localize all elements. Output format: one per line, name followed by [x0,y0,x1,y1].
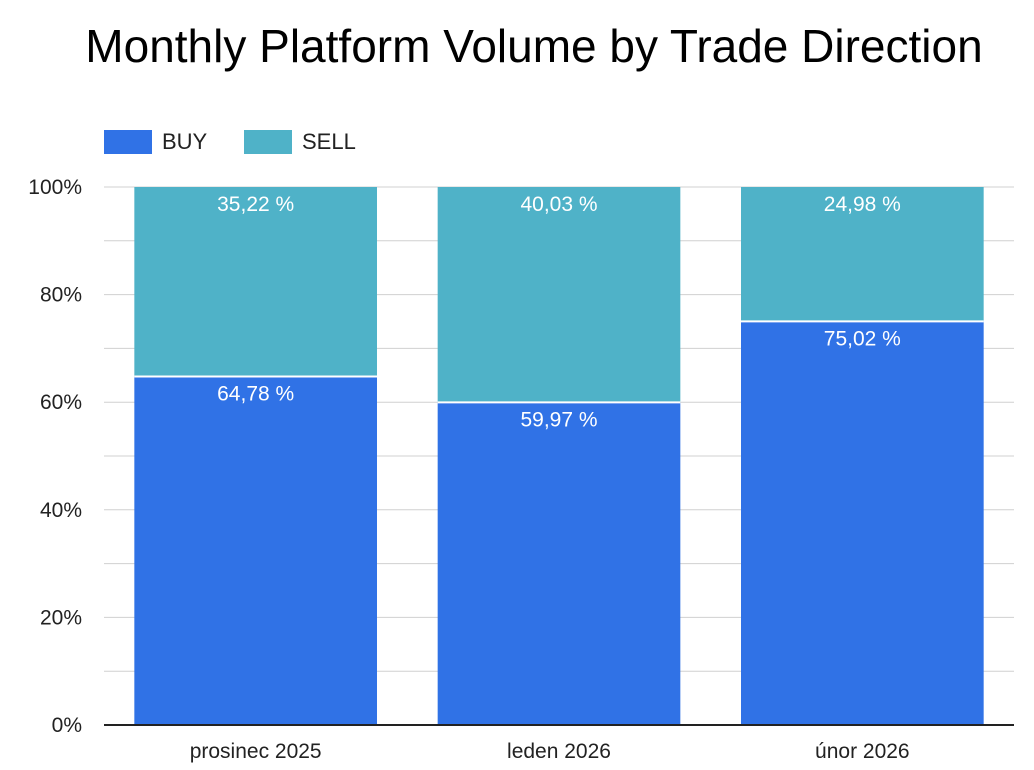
y-tick-label: 0% [52,714,82,737]
bars [134,187,984,725]
data-label-buy-1: 59,97 % [520,408,597,431]
legend-swatch-sell [244,130,292,154]
bar-buy-0 [134,376,377,725]
legend: BUY SELL [104,129,356,154]
chart-title: Monthly Platform Volume by Trade Directi… [85,20,982,72]
x-tick-label: prosinec 2025 [190,740,322,763]
data-label-sell-1: 40,03 % [520,193,597,216]
data-label-sell-0: 35,22 % [217,193,294,216]
data-label-buy-0: 64,78 % [217,382,294,405]
data-labels: 64,78 % 35,22 % 59,97 % 40,03 % 75,02 % 24,98… [217,193,901,431]
data-label-buy-2: 75,02 % [824,327,901,350]
x-tick-label: leden 2026 [507,740,611,763]
legend-label-sell: SELL [302,129,356,154]
y-tick-label: 20% [40,606,82,629]
legend-swatch-buy [104,130,152,154]
y-tick-label: 100% [28,176,82,199]
x-axis-ticks: prosinec 2025 leden 2026 únor 2026 [190,740,910,763]
y-tick-label: 40% [40,499,82,522]
data-label-sell-2: 24,98 % [824,193,901,216]
legend-item-sell: SELL [244,129,356,154]
bar-sell-0 [134,187,377,377]
legend-item-buy: BUY [104,129,208,154]
legend-label-buy: BUY [162,129,208,154]
y-tick-label: 80% [40,284,82,307]
y-tick-label: 60% [40,391,82,414]
bar-buy-2 [741,321,984,725]
x-tick-label: únor 2026 [815,740,910,763]
bar-sell-1 [437,187,681,403]
bar-sell-2 [741,187,984,322]
bar-buy-1 [437,402,681,725]
y-axis-ticks: 0% 20% 40% 60% 80% 100% [28,176,82,737]
